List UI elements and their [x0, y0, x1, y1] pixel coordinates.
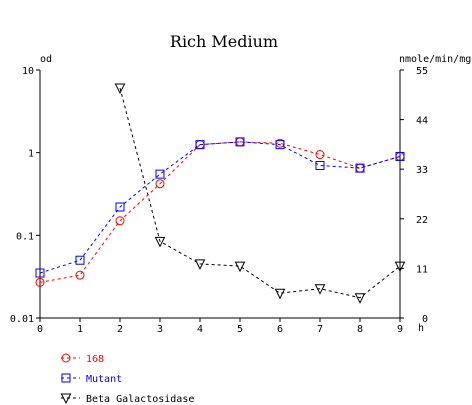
data-point [194, 259, 206, 271]
series-line-2 [119, 87, 401, 299]
data-point [274, 288, 286, 300]
legend: 168 Mutant Beta Galactosidase [60, 353, 194, 405]
y-right-tick-label: 0 [422, 314, 428, 325]
x-tick-label: 7 [317, 324, 323, 335]
data-point [114, 83, 126, 95]
x-tick-label: 1 [77, 324, 83, 335]
x-tick-label: 5 [237, 324, 243, 335]
x-tick-label: 6 [277, 324, 283, 335]
data-point [234, 261, 246, 273]
y-right-tick-label: 22 [416, 215, 428, 226]
data-point [35, 277, 45, 287]
data-point [314, 284, 326, 295]
y-left-tick-label: 10 [22, 66, 34, 77]
legend-label: Mutant [86, 374, 122, 385]
data-point [315, 150, 325, 160]
data-point [355, 163, 365, 173]
data-point [394, 261, 406, 273]
legend-marker [61, 353, 71, 363]
y-left-tick-label: 0.01 [10, 314, 34, 325]
axes: 0 1 2 3 4 5 6 7 8 9 0.01 0.1 1 10 0 11 22 33 44 55 [10, 66, 428, 335]
x-axis-label: h [418, 323, 424, 334]
x-tick-label: 2 [117, 324, 123, 335]
data-point [155, 179, 165, 189]
left-axis-label: od [40, 54, 52, 65]
data-point [75, 255, 85, 265]
x-tick-label: 8 [357, 324, 363, 335]
y-right-tick-label: 55 [416, 66, 428, 77]
data-point [155, 169, 165, 179]
data-point [354, 293, 366, 304]
x-tick-label: 3 [157, 324, 163, 335]
data-point [235, 137, 245, 147]
data-point [115, 216, 125, 226]
x-tick-label: 9 [397, 324, 403, 335]
data-point [75, 270, 85, 280]
series-layer [35, 83, 406, 304]
legend-marker [60, 393, 72, 405]
y-right-tick-label: 33 [416, 165, 428, 176]
chart-title: Rich Medium [170, 32, 278, 51]
legend-marker [61, 373, 71, 383]
data-point [395, 151, 405, 161]
data-point [275, 140, 285, 150]
x-tick-label: 4 [197, 324, 203, 335]
x-tick-label: 0 [37, 324, 43, 335]
series-line-1 [39, 141, 401, 274]
data-point [35, 268, 45, 278]
data-point [154, 236, 166, 248]
y-left-tick-label: 0.1 [16, 231, 34, 242]
legend-label: 168 [86, 354, 104, 365]
data-point [195, 140, 205, 150]
y-right-tick-label: 11 [416, 264, 428, 275]
right-axis-label: nmole/min/mg [399, 54, 471, 65]
legend-label: Beta Galactosidase [86, 394, 194, 405]
data-point [115, 202, 125, 212]
y-right-tick-label: 44 [416, 116, 428, 127]
series-line-0 [39, 141, 401, 283]
y-left-tick-label: 1 [28, 149, 34, 160]
data-point [315, 160, 325, 170]
